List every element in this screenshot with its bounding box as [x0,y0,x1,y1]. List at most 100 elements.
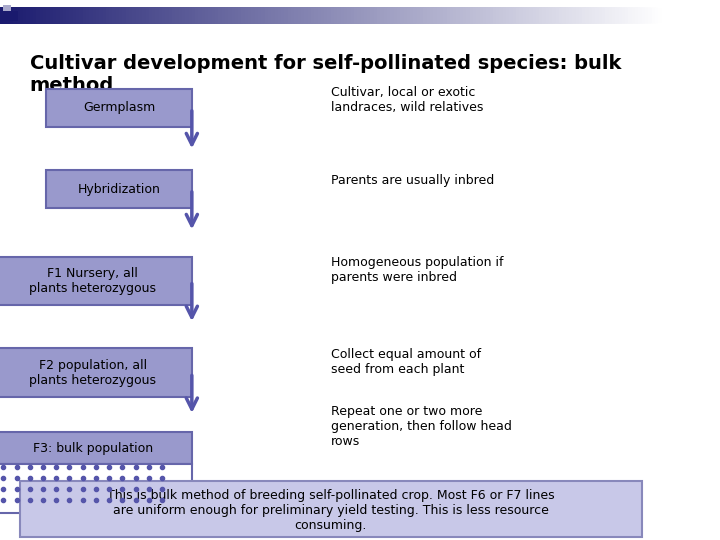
Bar [367,8,371,23]
Bar [152,8,156,23]
Bar [400,8,403,23]
Bar [222,8,225,23]
Bar [40,8,43,23]
Bar [338,8,341,23]
Bar [639,8,642,23]
Bar [572,8,575,23]
Bar [566,8,569,23]
Bar [307,8,311,23]
Bar [450,8,453,23]
Bar [585,8,589,23]
Bar [658,8,662,23]
Bar [314,8,318,23]
Text: Repeat one or two more
generation, then follow head
rows: Repeat one or two more generation, then … [330,405,512,448]
Text: This is bulk method of breeding self-pollinated crop. Most F6 or F7 lines
are un: This is bulk method of breeding self-pol… [107,489,554,532]
FancyBboxPatch shape [46,170,192,208]
Bar [394,8,397,23]
Bar [195,8,199,23]
Bar [149,8,152,23]
Bar [76,8,79,23]
Bar [102,8,106,23]
Bar [483,8,486,23]
Bar [344,8,347,23]
Bar [93,8,96,23]
Bar [364,8,367,23]
Bar [582,8,585,23]
Bar [631,8,635,23]
Bar [218,8,222,23]
Bar [301,8,305,23]
Bar [4,8,6,23]
Bar [612,8,615,23]
Bar [403,8,407,23]
Bar [172,8,175,23]
Bar [288,8,291,23]
Bar [132,8,135,23]
Bar [185,8,189,23]
Bar [460,8,463,23]
Text: Germplasm: Germplasm [83,102,156,114]
Bar [83,8,86,23]
Bar [281,8,284,23]
Bar [192,8,195,23]
Bar [444,8,446,23]
Bar [509,8,513,23]
Bar [245,8,248,23]
Bar [407,8,410,23]
Bar [486,8,490,23]
Bar [274,8,278,23]
Bar [179,8,182,23]
Bar [159,8,162,23]
Bar [341,8,344,23]
Bar [10,8,13,23]
Text: Cultivar, local or exotic
landraces, wild relatives: Cultivar, local or exotic landraces, wil… [330,86,483,114]
Bar [625,8,629,23]
Bar [384,8,387,23]
Bar [294,8,297,23]
Bar [50,8,53,23]
Bar [357,8,361,23]
Bar [43,8,46,23]
Bar [175,8,179,23]
Bar [648,8,652,23]
Bar [278,8,281,23]
FancyBboxPatch shape [0,464,192,513]
Bar [23,8,27,23]
Bar [463,8,467,23]
Bar [208,8,212,23]
Bar [89,8,93,23]
Bar [305,8,307,23]
Bar [328,8,330,23]
Bar [4,11,18,21]
Bar [533,8,536,23]
Bar [539,8,542,23]
Bar [436,8,440,23]
Bar [143,8,145,23]
Bar [456,8,460,23]
Bar [503,8,506,23]
Bar [629,8,631,23]
Text: Cultivar development for self-pollinated species: bulk
method: Cultivar development for self-pollinated… [30,54,621,95]
Bar [635,8,639,23]
Bar [361,8,364,23]
Bar [575,8,579,23]
Bar [410,8,413,23]
Bar [496,8,500,23]
Bar [232,8,235,23]
Bar [96,8,99,23]
Bar [166,8,168,23]
Text: Homogeneous population if
parents were inbred: Homogeneous population if parents were i… [330,256,503,284]
Bar [215,8,218,23]
Bar [324,8,328,23]
Bar [129,8,132,23]
Bar [506,8,509,23]
Bar [69,8,73,23]
Bar [205,8,208,23]
Bar [145,8,149,23]
Bar [334,8,338,23]
Bar [453,8,456,23]
Bar [199,8,202,23]
Bar [602,8,606,23]
Bar [387,8,390,23]
Text: Collect equal amount of
seed from each plant: Collect equal amount of seed from each p… [330,348,481,376]
